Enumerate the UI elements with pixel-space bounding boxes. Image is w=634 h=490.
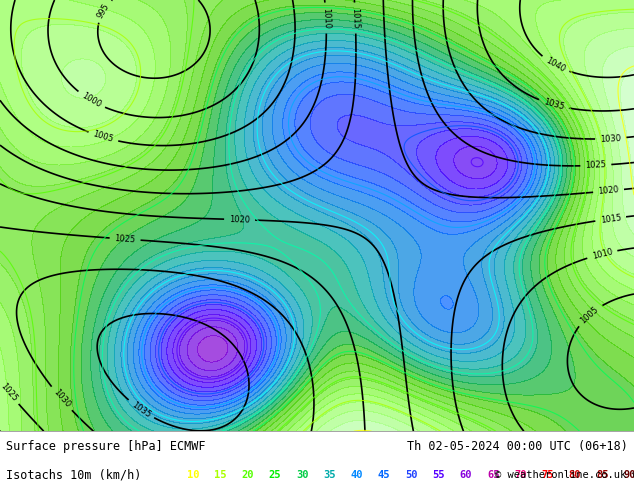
Text: 40: 40 bbox=[351, 470, 363, 480]
Text: 85: 85 bbox=[596, 470, 609, 480]
Text: 50: 50 bbox=[405, 470, 418, 480]
Text: 995: 995 bbox=[96, 2, 112, 20]
Text: © weatheronline.co.uk weatheronline.co.uk: © weatheronline.co.uk weatheronline.co.u… bbox=[495, 470, 634, 480]
Text: 1025: 1025 bbox=[585, 160, 607, 171]
Text: 1035: 1035 bbox=[542, 98, 565, 112]
Text: Surface pressure [hPa] ECMWF: Surface pressure [hPa] ECMWF bbox=[6, 440, 206, 453]
Text: 45: 45 bbox=[378, 470, 391, 480]
Text: 1000: 1000 bbox=[80, 91, 103, 110]
Text: 30: 30 bbox=[296, 470, 309, 480]
Text: 70: 70 bbox=[514, 470, 527, 480]
Text: Isotachs 10m (km/h): Isotachs 10m (km/h) bbox=[6, 469, 142, 482]
Text: 1005: 1005 bbox=[579, 304, 600, 325]
Text: 1010: 1010 bbox=[321, 7, 331, 29]
Text: 15: 15 bbox=[214, 470, 227, 480]
Text: 1020: 1020 bbox=[598, 185, 619, 196]
Text: 1040: 1040 bbox=[544, 56, 567, 74]
Text: 1035: 1035 bbox=[130, 400, 152, 419]
Text: 80: 80 bbox=[569, 470, 581, 480]
Text: 35: 35 bbox=[323, 470, 336, 480]
Text: 55: 55 bbox=[432, 470, 445, 480]
Text: 10: 10 bbox=[187, 470, 200, 480]
Text: 25: 25 bbox=[269, 470, 281, 480]
Text: 1020: 1020 bbox=[229, 215, 250, 224]
Text: 90: 90 bbox=[623, 470, 634, 480]
Text: 60: 60 bbox=[460, 470, 472, 480]
Text: 65: 65 bbox=[487, 470, 500, 480]
Text: Th 02-05-2024 00:00 UTC (06+18): Th 02-05-2024 00:00 UTC (06+18) bbox=[407, 440, 628, 453]
Text: 20: 20 bbox=[242, 470, 254, 480]
Text: 1025: 1025 bbox=[114, 234, 136, 245]
Text: 1005: 1005 bbox=[92, 130, 115, 145]
Text: 1030: 1030 bbox=[600, 134, 621, 144]
Text: 1030: 1030 bbox=[51, 388, 72, 410]
Text: 1015: 1015 bbox=[600, 213, 622, 225]
Text: 1025: 1025 bbox=[0, 381, 19, 403]
Text: 1010: 1010 bbox=[591, 247, 614, 261]
Text: 1015: 1015 bbox=[351, 7, 360, 29]
Text: 75: 75 bbox=[541, 470, 554, 480]
